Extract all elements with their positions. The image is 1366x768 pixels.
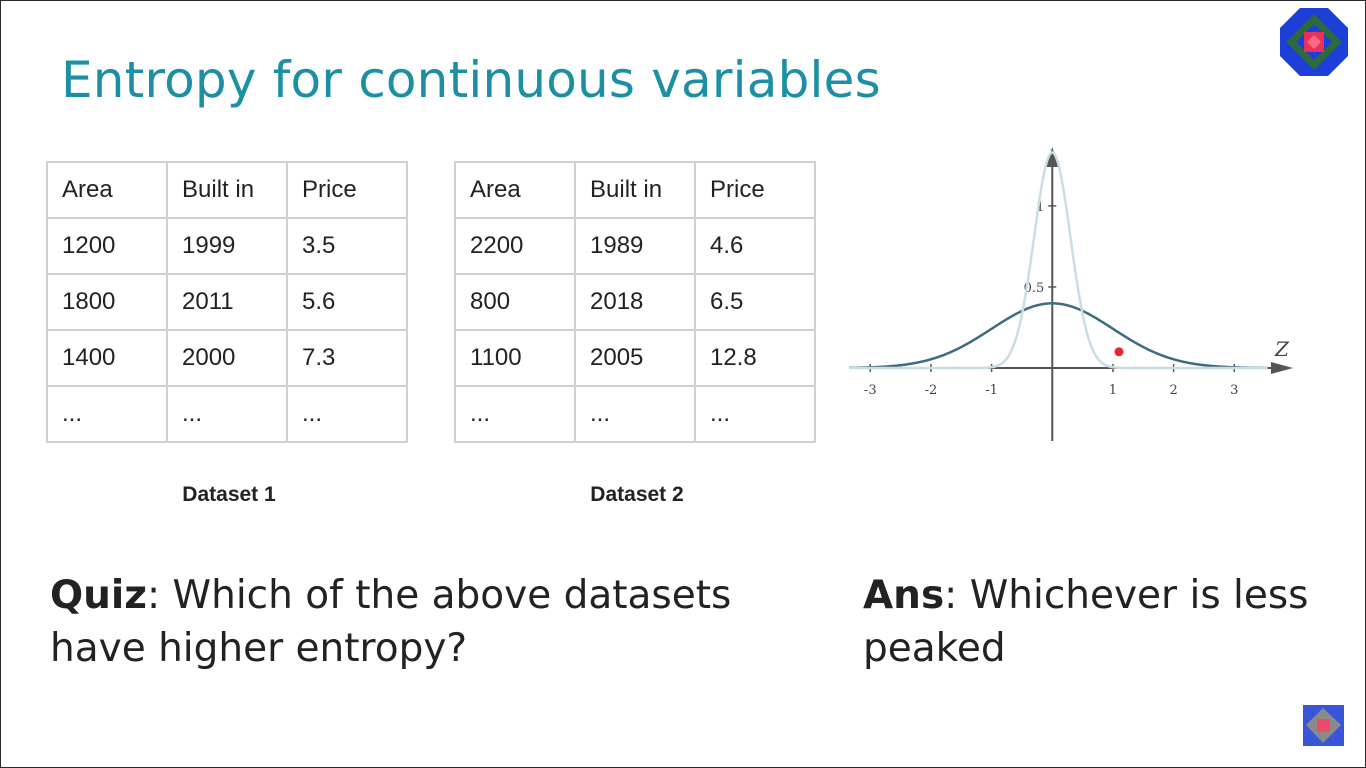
table-cell: 1800 xyxy=(46,273,168,331)
table-cell: 1200 xyxy=(46,217,168,275)
y-tick-label: 0.5 xyxy=(1024,281,1045,296)
table-cell: ... xyxy=(286,385,408,443)
quiz-label: Quiz xyxy=(50,573,147,618)
table-header-cell: Built in xyxy=(574,161,696,219)
table-header-row: Area Built in Price xyxy=(454,161,816,219)
dataset-1-table: Area Built in Price 1200 1999 3.5 1800 2011 5.6 1… xyxy=(46,161,408,443)
series-line xyxy=(849,151,1268,370)
x-tick-label: -3 xyxy=(864,383,877,398)
table-row: ......... xyxy=(46,385,408,443)
y-axis-arrow xyxy=(1046,147,1059,167)
dataset-2-caption: Dataset 2 xyxy=(590,483,684,506)
table-row: 800 2018 6.5 xyxy=(454,273,816,331)
x-tick-label: -1 xyxy=(985,383,998,398)
table-cell: 4.6 xyxy=(694,217,816,275)
x-axis-arrow xyxy=(1271,362,1293,375)
x-axis-title: Z xyxy=(1274,337,1290,361)
x-tick-label: -2 xyxy=(925,383,938,398)
series-line xyxy=(849,302,1268,370)
table-header-cell: Area xyxy=(46,161,168,219)
table-row: 1400 2000 7.3 xyxy=(46,329,408,387)
table-cell: 3.5 xyxy=(286,217,408,275)
table-row: ......... xyxy=(454,385,816,443)
table-cell: 2000 xyxy=(166,329,288,387)
y-tick-label: 1 xyxy=(1036,200,1044,215)
data-point-marker xyxy=(1114,347,1124,357)
table-cell: ... xyxy=(46,385,168,443)
slide-title: Entropy for continuous variables xyxy=(61,51,881,109)
answer-body: : Whichever is less peaked xyxy=(863,573,1309,671)
answer-text: Ans: Whichever is less peaked xyxy=(863,569,1343,675)
table-header-cell: Built in xyxy=(166,161,288,219)
table-cell: ... xyxy=(574,385,696,443)
quiz-question: : Which of the above datasets have highe… xyxy=(50,573,732,671)
table-cell: 2018 xyxy=(574,273,696,331)
table-cell: 1400 xyxy=(46,329,168,387)
x-tick-label: 2 xyxy=(1169,383,1177,398)
table-cell: 7.3 xyxy=(286,329,408,387)
table-cell: 5.6 xyxy=(286,273,408,331)
table-header-cell: Price xyxy=(694,161,816,219)
table-header-cell: Area xyxy=(454,161,576,219)
table-cell: 6.5 xyxy=(694,273,816,331)
logo-small-icon xyxy=(1303,705,1344,746)
dataset-2-table: Area Built in Price 2200 1989 4.6 800 2018 6.5 11… xyxy=(454,161,816,443)
dataset-1-caption: Dataset 1 xyxy=(182,483,276,506)
table-row: 1800 2011 5.6 xyxy=(46,273,408,331)
table-header-row: Area Built in Price xyxy=(46,161,408,219)
table-cell: 1989 xyxy=(574,217,696,275)
gaussian-chart: -3 -2 -1 1 2 3 0.5 1 Z xyxy=(849,147,1293,441)
x-tick-label: 1 xyxy=(1109,383,1117,398)
table-cell: 1999 xyxy=(166,217,288,275)
table-cell: 12.8 xyxy=(694,329,816,387)
table-cell: 2200 xyxy=(454,217,576,275)
table-cell: 2011 xyxy=(166,273,288,331)
table-cell: ... xyxy=(454,385,576,443)
x-tick-label: 3 xyxy=(1230,383,1238,398)
table-cell: 2005 xyxy=(574,329,696,387)
quiz-text: Quiz: Which of the above datasets have h… xyxy=(50,569,810,675)
table-cell: 800 xyxy=(454,273,576,331)
answer-label: Ans xyxy=(863,573,945,618)
table-cell: ... xyxy=(694,385,816,443)
table-row: 2200 1989 4.6 xyxy=(454,217,816,275)
logo-icon xyxy=(1280,8,1348,76)
table-cell: 1100 xyxy=(454,329,576,387)
table-cell: ... xyxy=(166,385,288,443)
table-row: 1100 2005 12.8 xyxy=(454,329,816,387)
table-row: 1200 1999 3.5 xyxy=(46,217,408,275)
table-header-cell: Price xyxy=(286,161,408,219)
